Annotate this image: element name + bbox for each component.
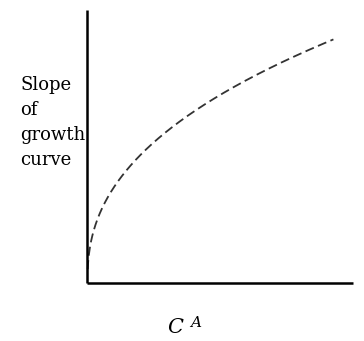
Text: A: A <box>191 316 202 330</box>
Text: Slope
of
growth
curve: Slope of growth curve <box>20 76 85 168</box>
Text: C: C <box>168 318 183 337</box>
